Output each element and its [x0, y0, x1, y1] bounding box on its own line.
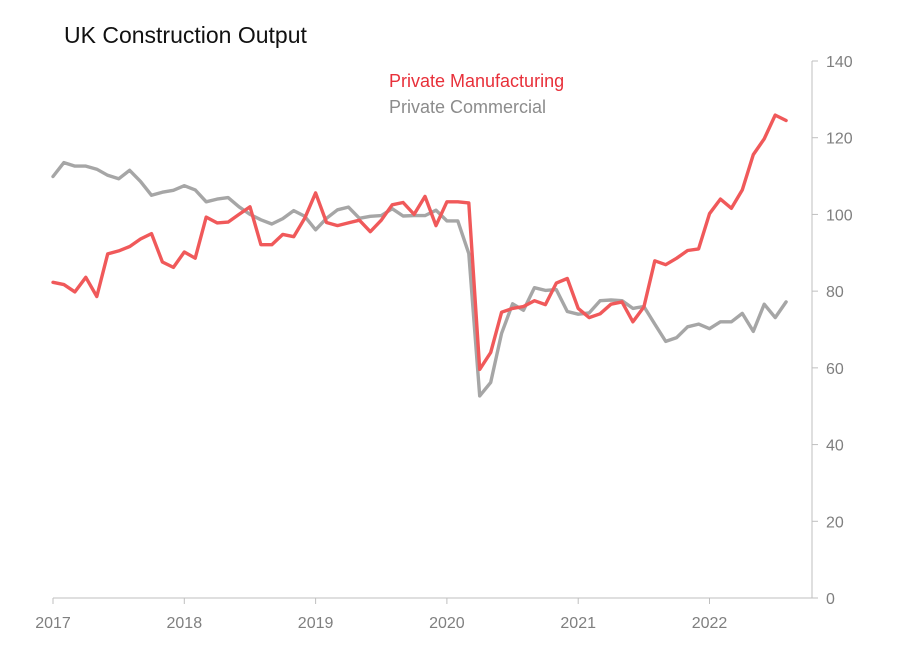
y-tick-label: 20	[826, 514, 844, 531]
series-line-private-manufacturing	[51, 113, 788, 372]
legend: Private Manufacturing Private Commercial	[389, 68, 564, 120]
legend-item-private-manufacturing: Private Manufacturing	[389, 71, 565, 91]
y-tick-label: 0	[826, 591, 835, 608]
y-tick-label: 140	[826, 54, 853, 71]
y-tick-label: 100	[826, 207, 853, 224]
y-tick-label: 80	[826, 284, 844, 301]
series-line-private-commercial	[51, 160, 788, 398]
y-tick-label: 60	[826, 361, 844, 378]
x-tick-label: 2020	[429, 615, 465, 632]
x-tick-label: 2022	[692, 615, 728, 632]
y-tick-label: 120	[826, 131, 853, 148]
legend-item-private-commercial: Private Commercial	[389, 97, 547, 117]
chart-title: UK Construction Output	[64, 22, 307, 48]
y-tick-label: 40	[826, 438, 844, 455]
x-tick-label: 2018	[167, 615, 203, 632]
x-tick-label: 2019	[298, 615, 334, 632]
x-tick-label: 2021	[560, 615, 596, 632]
x-tick-label: 2017	[35, 615, 71, 632]
